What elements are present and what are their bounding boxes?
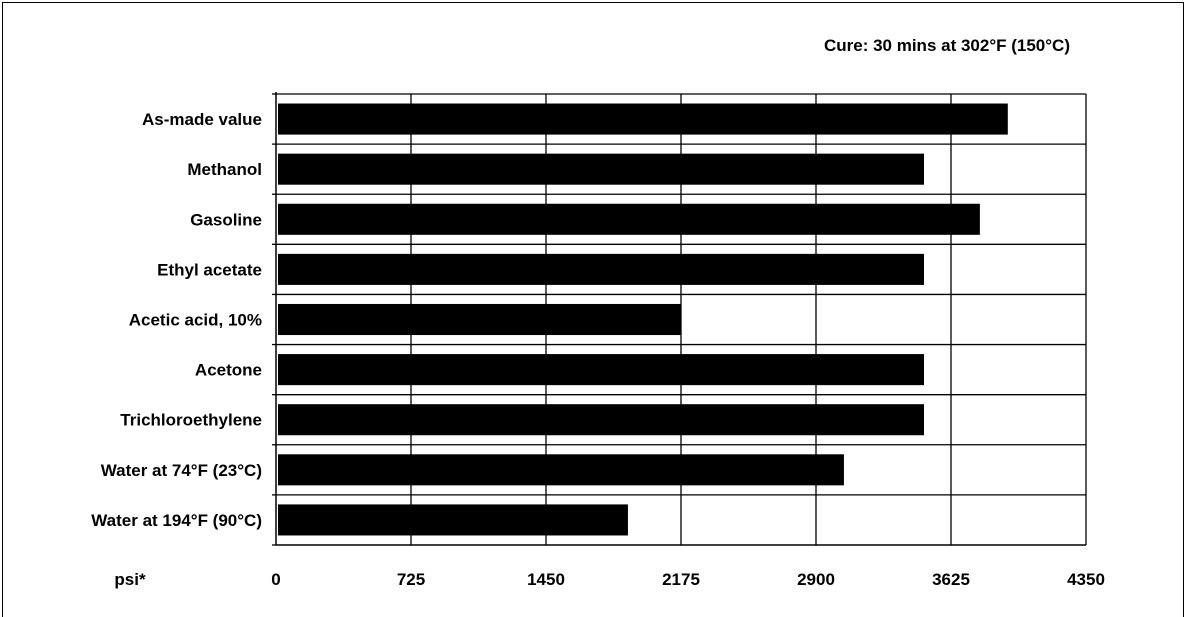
bar xyxy=(278,354,924,386)
x-tick-label: 2900 xyxy=(797,570,835,589)
bar xyxy=(278,404,924,436)
category-label: Trichloroethylene xyxy=(120,411,262,430)
category-label: As-made value xyxy=(142,110,262,129)
x-tick-label: 2175 xyxy=(662,570,700,589)
x-axis-label: psi* xyxy=(114,570,146,589)
bar xyxy=(278,454,844,486)
bar xyxy=(278,303,681,336)
bar xyxy=(278,203,980,235)
x-tick-label: 1450 xyxy=(527,570,565,589)
category-label: Water at 194°F (90°C) xyxy=(91,511,262,530)
bar xyxy=(278,504,628,536)
x-tick-label: 4350 xyxy=(1067,570,1105,589)
category-label: Gasoline xyxy=(190,210,262,229)
bar xyxy=(278,253,924,285)
x-tick-label: 3625 xyxy=(932,570,970,589)
category-label: Water at 74°F (23°C) xyxy=(101,461,262,480)
bar xyxy=(278,153,924,185)
category-label: Ethyl acetate xyxy=(157,260,262,279)
category-label: Methanol xyxy=(187,160,262,179)
x-tick-label: 725 xyxy=(397,570,425,589)
category-label: Acetic acid, 10% xyxy=(129,311,262,330)
cure-annotation: Cure: 30 mins at 302°F (150°C) xyxy=(824,36,1070,55)
x-tick-label: 0 xyxy=(271,570,280,589)
category-label: Acetone xyxy=(195,361,262,380)
bar xyxy=(278,103,1008,135)
